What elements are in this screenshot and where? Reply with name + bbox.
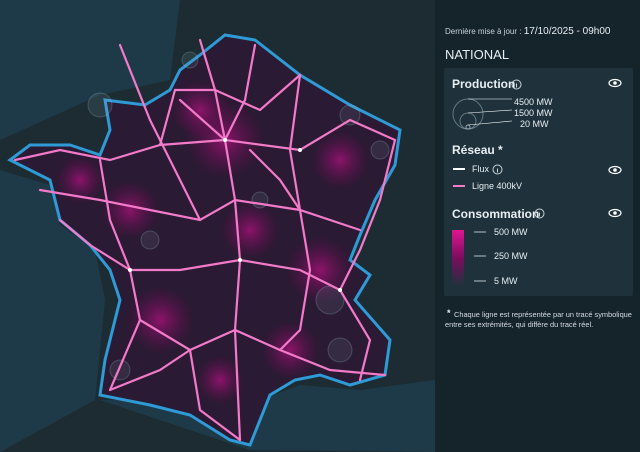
size-label: 20 MW [520, 119, 549, 129]
flux-markers [128, 138, 342, 292]
scale-label: 5 MW [494, 276, 518, 286]
flux-swatch [453, 168, 465, 170]
production-size-legend [452, 98, 512, 130]
map [0, 0, 435, 452]
sea [0, 0, 435, 452]
visibility-toggle[interactable] [608, 208, 622, 218]
info-icon[interactable] [534, 208, 545, 219]
size-label: 4500 MW [514, 97, 553, 107]
production-circles [87, 51, 390, 381]
network-item: Ligne 400kV [472, 181, 523, 191]
line-swatch [453, 185, 465, 187]
update-label-text: Dernière mise à jour : [445, 27, 522, 36]
consumption-scale [452, 230, 486, 286]
network-title: Réseau * [452, 143, 503, 157]
sidebar: Dernière mise à jour : 17/10/2025 - 09h0… [435, 0, 640, 452]
info-icon[interactable] [492, 164, 503, 175]
lines-400kv [13, 38, 397, 442]
scale-label: 250 MW [494, 251, 528, 261]
footnote-text: Chaque ligne est représentée par un trac… [445, 310, 632, 329]
update-label: Dernière mise à jour : 17/10/2025 - 09h0… [445, 26, 610, 37]
size-label: 1500 MW [514, 108, 553, 118]
scope-title: NATIONAL [445, 47, 510, 62]
scale-label: 500 MW [494, 227, 528, 237]
network-title-text: Réseau [452, 143, 495, 157]
visibility-toggle[interactable] [608, 165, 622, 175]
info-icon[interactable] [511, 79, 522, 90]
visibility-toggle[interactable] [608, 78, 622, 88]
footnote-marker: * [498, 143, 503, 157]
legend-panel: Production 4500 MW 1500 MW 20 MW Réseau … [444, 68, 633, 296]
consumption-heat [55, 80, 370, 405]
update-value: 17/10/2025 - 09h00 [523, 26, 611, 37]
production-title: Production [452, 77, 516, 91]
consumption-title: Consommation [452, 207, 540, 221]
network-item: Flux [472, 164, 490, 174]
footnote-marker: * [447, 308, 451, 318]
